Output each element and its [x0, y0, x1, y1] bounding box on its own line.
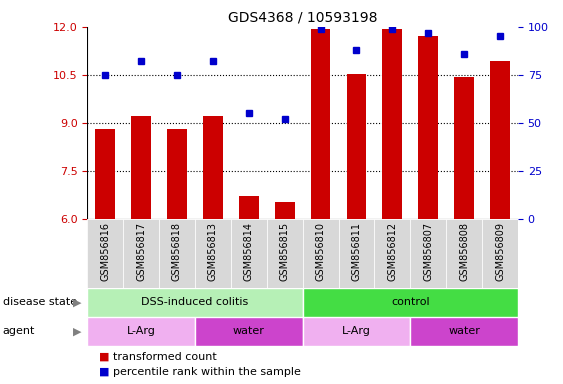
Bar [195, 317, 303, 346]
Bar [195, 219, 231, 288]
Text: L-Arg: L-Arg [127, 326, 155, 336]
Text: GSM856809: GSM856809 [495, 222, 505, 281]
Bar [347, 74, 367, 219]
Text: GSM856813: GSM856813 [208, 222, 218, 281]
Text: ▶: ▶ [73, 297, 82, 308]
Bar [87, 219, 123, 288]
Text: GSM856812: GSM856812 [387, 222, 397, 281]
Text: ■: ■ [99, 352, 109, 362]
Bar [410, 219, 446, 288]
Bar [454, 78, 474, 219]
Bar [123, 219, 159, 288]
Bar [303, 288, 518, 317]
Text: ▶: ▶ [73, 326, 82, 336]
Text: GSM856817: GSM856817 [136, 222, 146, 281]
Bar [482, 219, 518, 288]
Text: GSM856808: GSM856808 [459, 222, 469, 281]
Bar [87, 288, 303, 317]
Text: GSM856814: GSM856814 [244, 222, 254, 281]
Bar [382, 30, 402, 219]
Bar [159, 219, 195, 288]
Text: DSS-induced colitis: DSS-induced colitis [141, 297, 248, 308]
Bar [131, 116, 151, 219]
Bar [446, 219, 482, 288]
Text: GSM856815: GSM856815 [280, 222, 290, 281]
Text: agent: agent [3, 326, 35, 336]
Bar [167, 129, 187, 219]
Text: water: water [233, 326, 265, 336]
Bar [275, 202, 294, 219]
Bar [410, 317, 518, 346]
Bar [338, 219, 374, 288]
Text: percentile rank within the sample: percentile rank within the sample [113, 367, 301, 377]
Bar [303, 317, 410, 346]
Text: GSM856816: GSM856816 [100, 222, 110, 281]
Text: GSM856810: GSM856810 [315, 222, 325, 281]
Bar [303, 219, 338, 288]
Bar [239, 196, 258, 219]
Bar [95, 129, 115, 219]
Bar [231, 219, 267, 288]
Text: GSM856811: GSM856811 [351, 222, 361, 281]
Title: GDS4368 / 10593198: GDS4368 / 10593198 [228, 10, 377, 24]
Text: L-Arg: L-Arg [342, 326, 371, 336]
Bar [418, 36, 438, 219]
Text: ■: ■ [99, 367, 109, 377]
Bar [87, 317, 195, 346]
Text: control: control [391, 297, 430, 308]
Bar [311, 30, 330, 219]
Bar [374, 219, 410, 288]
Text: water: water [448, 326, 480, 336]
Text: disease state: disease state [3, 297, 77, 308]
Bar [490, 61, 510, 219]
Bar [203, 116, 223, 219]
Text: transformed count: transformed count [113, 352, 216, 362]
Text: GSM856818: GSM856818 [172, 222, 182, 281]
Bar [267, 219, 303, 288]
Text: GSM856807: GSM856807 [423, 222, 434, 281]
